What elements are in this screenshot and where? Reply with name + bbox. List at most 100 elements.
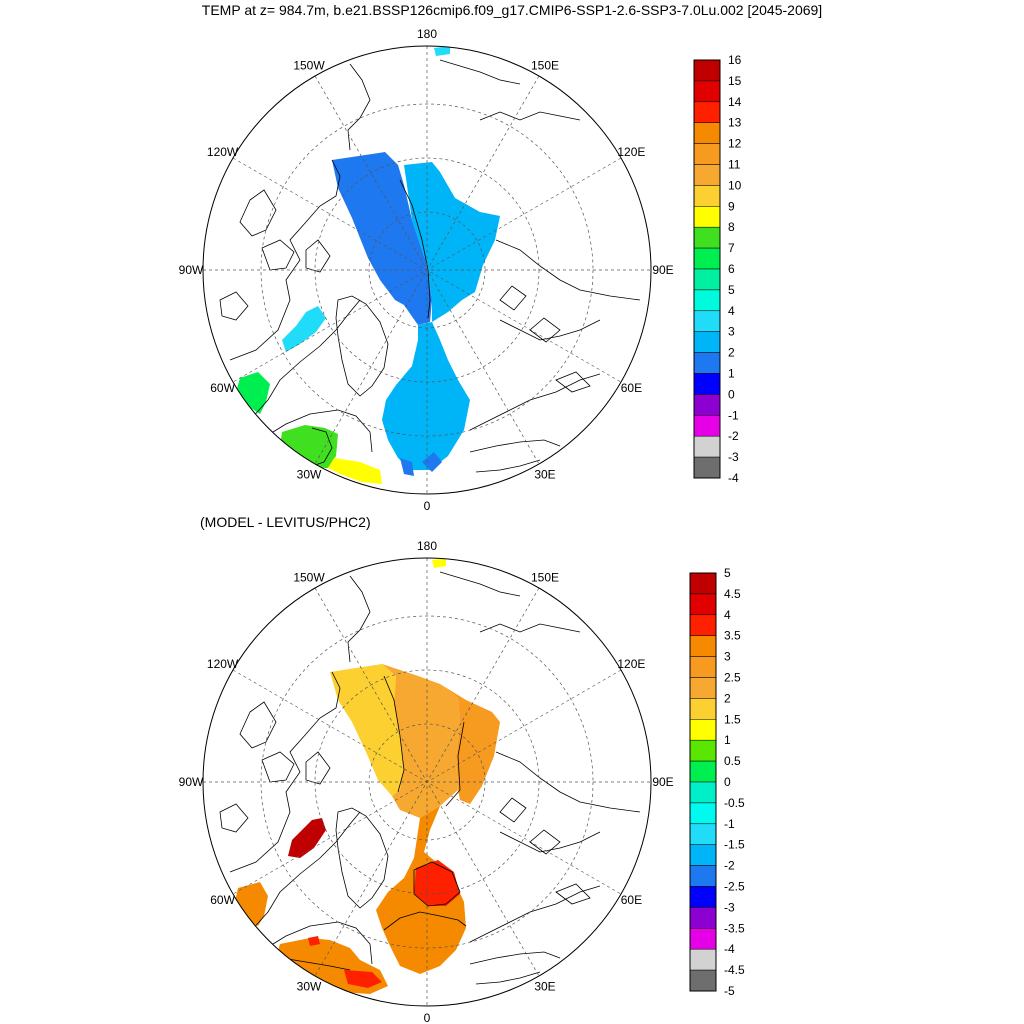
bottom-contour-line	[281, 957, 351, 971]
top-meridian-label: 150W	[293, 59, 325, 73]
top-colorbar-swatch	[693, 435, 721, 458]
top-contour-line	[311, 427, 333, 467]
top-colorbar-label: 7	[728, 241, 735, 255]
bottom-colorbar-swatch	[689, 677, 717, 699]
top-colorbar-swatch	[693, 59, 721, 82]
top-region-nordic-dark2	[400, 458, 414, 476]
bottom-colorbar-label: -0.5	[724, 796, 745, 810]
top-region-baffin-bay	[282, 306, 326, 352]
top-colorbar-label: 10	[728, 178, 742, 192]
top-colorbar-label: -2	[728, 429, 739, 443]
bottom-colorbar-swatch	[689, 593, 717, 616]
bottom-colorbar: 5 4.5 4 3.5 3 2.5 2 1.5 1 0.5 0 -0.5 -1 -1.5 -2 -2.5 -3 -…	[689, 566, 745, 998]
top-colorbar-label: 15	[728, 74, 742, 88]
bottom-colorbar-swatch	[689, 969, 717, 992]
bottom-graticule	[203, 558, 651, 1006]
top-colorbar-label: 4	[728, 304, 735, 318]
top-coastlines	[203, 59, 641, 473]
bottom-contour-line	[445, 721, 465, 807]
bottom-coastlines	[203, 571, 641, 985]
bottom-region-central-arctic	[382, 664, 460, 818]
bottom-meridian-label: 0	[424, 1011, 431, 1024]
top-region-bering-strait	[434, 46, 450, 56]
bottom-colorbar-swatch	[689, 907, 717, 929]
bottom-colorbar-swatch	[689, 572, 717, 595]
top-colorbar-swatch	[693, 164, 721, 186]
bottom-meridian-label: 30E	[534, 979, 555, 993]
top-meridian-label: 180	[417, 27, 437, 41]
top-colorbar-swatch	[693, 394, 721, 416]
bottom-colorbar-swatch	[689, 739, 717, 762]
top-meridian-label: 60W	[210, 381, 235, 395]
top-meridian-label: 150E	[531, 59, 559, 73]
top-colorbar-label: 8	[728, 220, 735, 234]
top-colorbar-swatch	[693, 247, 721, 270]
bottom-region-eurasian-basin	[440, 684, 500, 804]
top-map-boundary	[202, 45, 652, 495]
top-colorbar-swatch	[693, 143, 721, 165]
bottom-colorbar-label: 3.5	[724, 629, 741, 643]
top-colorbar-swatch	[693, 331, 721, 353]
top-region-eurasian-basin	[404, 162, 500, 322]
bottom-colorbar-label: -2	[724, 859, 735, 873]
top-region-iceland-basin	[328, 458, 382, 484]
bottom-colorbar-label: -4.5	[724, 963, 745, 977]
top-colorbar-swatch	[693, 310, 721, 332]
top-colorbar-label: 16	[728, 53, 742, 67]
bottom-colorbar-label: 3	[724, 650, 731, 664]
top-meridian-label: 30E	[534, 467, 555, 481]
top-colorbar-label: 1	[728, 367, 735, 381]
top-map-fields	[236, 46, 500, 484]
bottom-colorbar-label: -1.5	[724, 838, 745, 852]
bottom-colorbar-swatch	[689, 614, 717, 636]
bottom-meridian-label: 120E	[617, 657, 645, 671]
bottom-colorbar-label: -4	[724, 942, 735, 956]
top-colorbar-label: 9	[728, 199, 735, 213]
top-meridian-labels: 180 150W 120W 90W 60W 30W 0 30E 60E 90E 120E 150E	[179, 27, 674, 513]
top-colorbar-swatch	[693, 268, 721, 291]
bottom-map-boundary	[202, 557, 652, 1007]
top-region-nordic-seas	[382, 322, 470, 470]
bottom-region-baffin-bay	[288, 818, 326, 858]
top-meridian-label: 60E	[621, 381, 642, 395]
top-colorbar-label: 11	[728, 158, 741, 172]
top-colorbar-swatch	[693, 226, 721, 249]
top-meridian-label: 90W	[179, 263, 204, 277]
figure-title: TEMP at z= 984.7m, b.e21.BSSP126cmip6.f0…	[201, 2, 823, 18]
bottom-meridian-label: 30W	[297, 979, 322, 993]
top-colorbar-label: 13	[728, 116, 742, 130]
top-meridian-label: 0	[424, 499, 431, 513]
bottom-colorbar-swatch	[689, 823, 717, 845]
bottom-colorbar-swatch	[689, 802, 717, 825]
bottom-colorbar-label: -1	[724, 817, 735, 831]
difference-subtitle: (MODEL - LEVITUS/PHC2)	[200, 514, 371, 530]
bottom-colorbar-swatch	[689, 781, 717, 804]
bottom-colorbar-swatch	[689, 760, 717, 783]
bottom-meridian-label: 90W	[179, 775, 204, 789]
top-colorbar-swatch	[693, 352, 721, 374]
bottom-colorbar-swatch	[689, 844, 717, 866]
bottom-colorbar-label: -2.5	[724, 880, 745, 894]
top-meridian-label: 120W	[207, 145, 239, 159]
bottom-colorbar-swatch	[689, 928, 717, 950]
top-colorbar-swatch	[693, 373, 721, 395]
bottom-colorbar-frame	[689, 572, 717, 992]
top-colorbar-swatch	[693, 122, 721, 144]
bottom-region-iceland-red	[344, 970, 382, 988]
bottom-region-greenland-sea-core	[414, 860, 460, 906]
bottom-meridian-label: 150W	[293, 571, 325, 585]
bottom-meridian-label: 150E	[531, 571, 559, 585]
bottom-meridian-label: 60W	[210, 893, 235, 907]
bottom-contour-line	[383, 911, 467, 931]
top-map: 180 150W 120W 90W 60W 30W 0 30E 60E 90E 120E 150E	[179, 27, 674, 513]
bottom-meridian-label: 90E	[652, 775, 673, 789]
top-region-labrador-sea	[236, 372, 270, 414]
bottom-map-fields	[234, 558, 500, 994]
bottom-colorbar-swatch	[689, 719, 717, 741]
bottom-colorbar-label: 4	[724, 608, 731, 622]
top-colorbar-label: -4	[728, 471, 739, 485]
bottom-meridian-labels: 180 150W 120W 90W 60W 30W 0 30E 60E 90E 120E 150E	[179, 539, 674, 1024]
top-colorbar-label: -1	[728, 408, 739, 422]
